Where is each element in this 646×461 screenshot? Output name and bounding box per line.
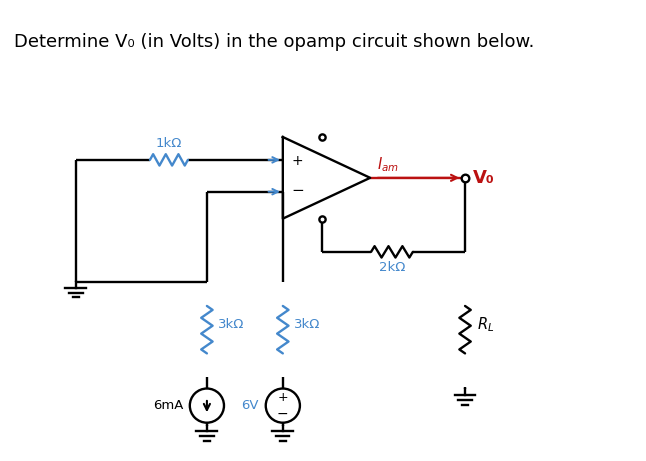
Text: −: − xyxy=(277,407,289,421)
Text: $R_L$: $R_L$ xyxy=(477,316,495,334)
Text: 6V: 6V xyxy=(242,399,259,412)
Text: Determine V₀ (in Volts) in the opamp circuit shown below.: Determine V₀ (in Volts) in the opamp cir… xyxy=(14,33,535,51)
Text: +: + xyxy=(278,390,288,403)
Text: 1kΩ: 1kΩ xyxy=(156,137,182,150)
Text: $I_{am}$: $I_{am}$ xyxy=(377,155,399,174)
Text: −: − xyxy=(291,183,304,198)
Text: 3kΩ: 3kΩ xyxy=(294,319,320,331)
Text: +: + xyxy=(291,154,303,168)
Text: V₀: V₀ xyxy=(473,169,494,187)
Text: 2kΩ: 2kΩ xyxy=(379,261,405,274)
Text: 3kΩ: 3kΩ xyxy=(218,319,245,331)
Text: 6mA: 6mA xyxy=(153,399,183,412)
